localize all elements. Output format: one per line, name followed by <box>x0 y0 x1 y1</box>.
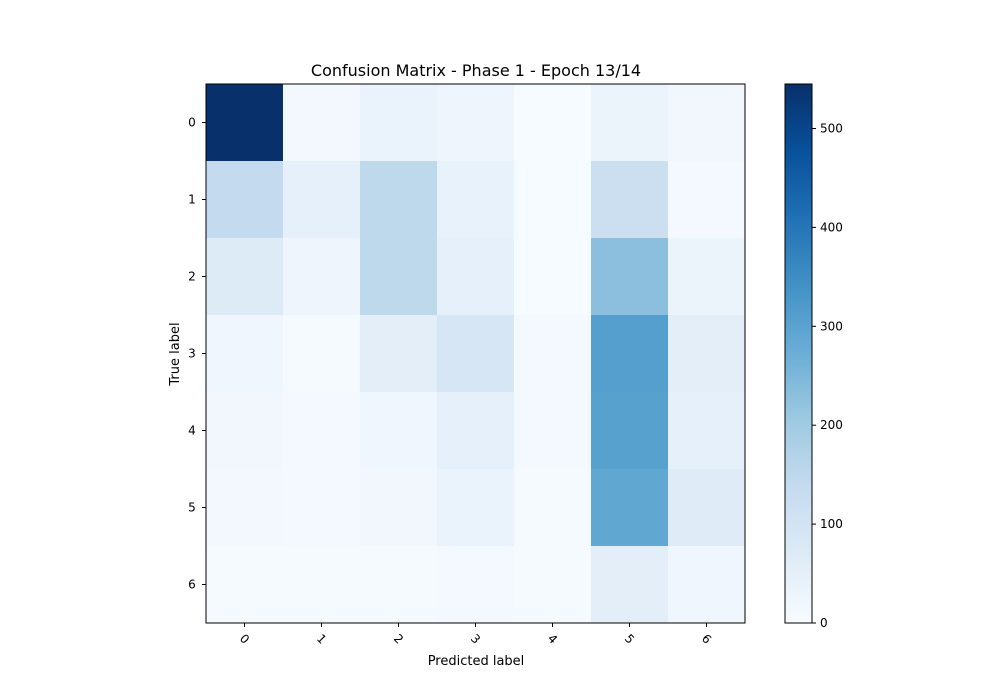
heatmap-cell-r0-c3 <box>437 84 515 162</box>
heatmap-cells <box>206 84 746 624</box>
heatmap-cell-r1-c6 <box>668 161 746 239</box>
x-tick-label: 3 <box>468 631 483 646</box>
heatmap-cell-r0-c5 <box>591 84 669 162</box>
y-tick-label: 6 <box>188 578 196 592</box>
heatmap-cell-r3-c3 <box>437 315 515 393</box>
y-tick-label: 0 <box>188 116 196 130</box>
heatmap-cell-r0-c2 <box>360 84 438 162</box>
heatmap-cell-r4-c5 <box>591 392 669 470</box>
heatmap-cell-r4-c2 <box>360 392 438 470</box>
heatmap-cell-r3-c6 <box>668 315 746 393</box>
colorbar-tick-label: 500 <box>820 122 843 136</box>
heatmap-cell-r1-c3 <box>437 161 515 239</box>
x-axis-label: Predicted label <box>428 654 525 669</box>
heatmap-cell-r5-c6 <box>668 469 746 547</box>
heatmap-cell-r6-c1 <box>283 546 361 624</box>
heatmap-cell-r4-c4 <box>514 392 592 470</box>
x-tick-label: 1 <box>314 631 329 646</box>
y-tick-label: 5 <box>188 501 196 515</box>
chart-title: Confusion Matrix - Phase 1 - Epoch 13/14 <box>311 61 641 80</box>
heatmap-cell-r6-c5 <box>591 546 669 624</box>
heatmap-cell-r2-c6 <box>668 238 746 316</box>
heatmap-cell-r1-c2 <box>360 161 438 239</box>
heatmap-cell-r1-c4 <box>514 161 592 239</box>
heatmap-cell-r1-c0 <box>206 161 284 239</box>
heatmap-cell-r5-c2 <box>360 469 438 547</box>
colorbar-tick-label: 100 <box>820 517 843 531</box>
heatmap-cell-r6-c2 <box>360 546 438 624</box>
y-tick-label: 3 <box>188 347 196 361</box>
heatmap-cell-r2-c4 <box>514 238 592 316</box>
heatmap-cell-r2-c0 <box>206 238 284 316</box>
heatmap-cell-r4-c6 <box>668 392 746 470</box>
heatmap-cell-r0-c4 <box>514 84 592 162</box>
x-tick-label: 6 <box>699 631 714 646</box>
y-axis-ticks: 0 1 2 3 4 5 6 <box>188 116 206 592</box>
colorbar-tick-label: 0 <box>820 616 828 630</box>
x-tick-label: 0 <box>237 631 252 646</box>
x-tick-label: 4 <box>545 631 560 646</box>
colorbar-tick-label: 300 <box>820 319 843 333</box>
colorbar-tick-label: 200 <box>820 418 843 432</box>
heatmap-cell-r4-c0 <box>206 392 284 470</box>
colorbar-ticks: 0 100 200 300 400 500 <box>812 122 843 630</box>
heatmap-cell-r6-c0 <box>206 546 284 624</box>
y-tick-label: 1 <box>188 193 196 207</box>
heatmap-cell-r1-c5 <box>591 161 669 239</box>
heatmap-cell-r5-c5 <box>591 469 669 547</box>
heatmap-cell-r6-c3 <box>437 546 515 624</box>
heatmap-cell-r2-c1 <box>283 238 361 316</box>
colorbar-tick-label: 400 <box>820 220 843 234</box>
heatmap-cell-r3-c2 <box>360 315 438 393</box>
heatmap-cell-r0-c0 <box>206 84 284 162</box>
heatmap-cell-r5-c0 <box>206 469 284 547</box>
heatmap-cell-r5-c4 <box>514 469 592 547</box>
heatmap-cell-r0-c6 <box>668 84 746 162</box>
heatmap-cell-r5-c1 <box>283 469 361 547</box>
heatmap-cell-r5-c3 <box>437 469 515 547</box>
y-tick-label: 2 <box>188 270 196 284</box>
heatmap-cell-r6-c4 <box>514 546 592 624</box>
heatmap-cell-r3-c4 <box>514 315 592 393</box>
heatmap-cell-r3-c0 <box>206 315 284 393</box>
colorbar <box>784 83 813 624</box>
heatmap-cell-r2-c2 <box>360 238 438 316</box>
heatmap-cell-r0-c1 <box>283 84 361 162</box>
heatmap-cell-r3-c5 <box>591 315 669 393</box>
heatmap-cell-r1-c1 <box>283 161 361 239</box>
y-tick-label: 4 <box>188 424 196 438</box>
heatmap-cell-r2-c3 <box>437 238 515 316</box>
y-axis-label: True label <box>168 322 183 386</box>
heatmap-cell-r2-c5 <box>591 238 669 316</box>
x-tick-label: 5 <box>622 631 637 646</box>
heatmap-cell-r4-c3 <box>437 392 515 470</box>
x-axis-ticks: 0 1 2 3 4 5 6 <box>237 623 714 647</box>
x-tick-label: 2 <box>391 631 406 646</box>
heatmap-cell-r3-c1 <box>283 315 361 393</box>
heatmap-cell-r4-c1 <box>283 392 361 470</box>
heatmap-cell-r6-c6 <box>668 546 746 624</box>
